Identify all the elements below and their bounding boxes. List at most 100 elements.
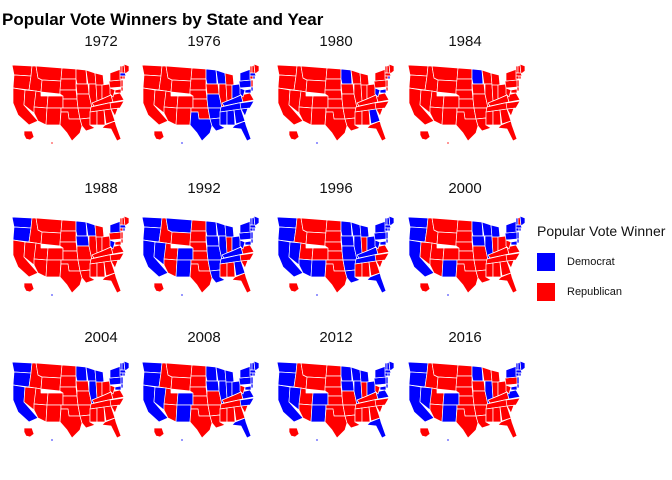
state-fl [101, 417, 122, 439]
state-nj [120, 376, 124, 385]
state-wi [481, 366, 493, 382]
state-ia [205, 380, 220, 392]
state-mt [35, 362, 63, 379]
state-nm [45, 404, 62, 423]
state-va [506, 92, 521, 103]
state-md [379, 240, 387, 246]
state-ak [23, 282, 35, 293]
state-in [95, 236, 103, 254]
state-nc [239, 100, 255, 110]
state-ri [387, 227, 391, 232]
state-in [491, 84, 499, 102]
state-mt [431, 217, 459, 234]
panel-year-label: 1992 [187, 180, 221, 197]
state-sd [324, 375, 342, 388]
state-mn [340, 220, 353, 237]
state-co [442, 392, 460, 406]
state-ri [252, 75, 256, 80]
legend-label-republican: Republican [567, 286, 623, 298]
state-sd [455, 375, 473, 388]
state-mn [205, 365, 218, 382]
state-wa [11, 216, 33, 229]
state-al [96, 406, 106, 423]
state-mt [300, 65, 328, 82]
state-nj [385, 79, 389, 88]
state-sd [455, 78, 473, 91]
state-mi [94, 224, 105, 239]
state-mi [359, 224, 370, 239]
state-wv [109, 384, 116, 395]
state-ar [342, 404, 357, 417]
panel-year-label: 2016 [448, 329, 482, 346]
state-wy [170, 231, 192, 247]
state-me [519, 360, 526, 372]
state-ak [23, 427, 35, 438]
state-wa [276, 216, 298, 229]
chart-title: Popular Vote Winners by State and Year [2, 10, 324, 29]
legend-key-republican [537, 283, 555, 301]
state-me [123, 215, 130, 227]
state-va [110, 244, 125, 255]
state-ks [62, 250, 79, 261]
state-tx [189, 408, 213, 439]
state-or [277, 74, 297, 91]
state-ak [288, 427, 300, 438]
state-ma [119, 369, 127, 374]
state-nj [250, 231, 254, 240]
state-sd [324, 230, 342, 243]
state-ar [77, 259, 92, 272]
state-ri [122, 372, 126, 377]
state-me [519, 63, 526, 75]
state-fl [497, 417, 518, 439]
state-ut [33, 387, 49, 406]
state-mt [165, 217, 193, 234]
state-in [95, 381, 103, 399]
state-co [442, 95, 460, 109]
state-ar [342, 259, 357, 272]
state-ma [384, 224, 392, 229]
state-hi [315, 438, 319, 442]
state-wy [305, 376, 327, 392]
state-ut [163, 242, 179, 261]
state-nj [120, 79, 124, 88]
state-me [123, 360, 130, 372]
state-ma [249, 369, 257, 374]
state-nc [109, 100, 125, 110]
state-sd [455, 230, 473, 243]
state-wi [481, 221, 493, 237]
state-me [123, 63, 130, 75]
state-mt [300, 217, 328, 234]
state-in [491, 236, 499, 254]
state-co [311, 95, 329, 109]
state-ri [122, 75, 126, 80]
state-ks [458, 250, 475, 261]
state-ct [119, 75, 124, 80]
state-sd [189, 230, 207, 243]
state-mn [205, 68, 218, 85]
state-in [491, 381, 499, 399]
state-ri [518, 75, 522, 80]
state-mt [165, 65, 193, 82]
state-me [388, 215, 395, 227]
state-md [510, 385, 518, 391]
state-mi [224, 369, 235, 384]
state-nj [385, 376, 389, 385]
state-or [12, 371, 32, 388]
state-wv [505, 384, 512, 395]
state-ri [518, 227, 522, 232]
us-map-1992 [141, 215, 260, 297]
state-co [46, 392, 64, 406]
state-nd [456, 364, 473, 377]
state-ak [419, 427, 431, 438]
state-mt [165, 362, 193, 379]
state-sd [59, 375, 77, 388]
state-al [492, 109, 502, 126]
state-ks [327, 395, 344, 406]
state-co [176, 392, 194, 406]
state-ar [77, 404, 92, 417]
state-me [253, 215, 260, 227]
state-nm [45, 259, 62, 278]
state-co [46, 95, 64, 109]
state-ri [518, 372, 522, 377]
state-ia [471, 83, 486, 95]
